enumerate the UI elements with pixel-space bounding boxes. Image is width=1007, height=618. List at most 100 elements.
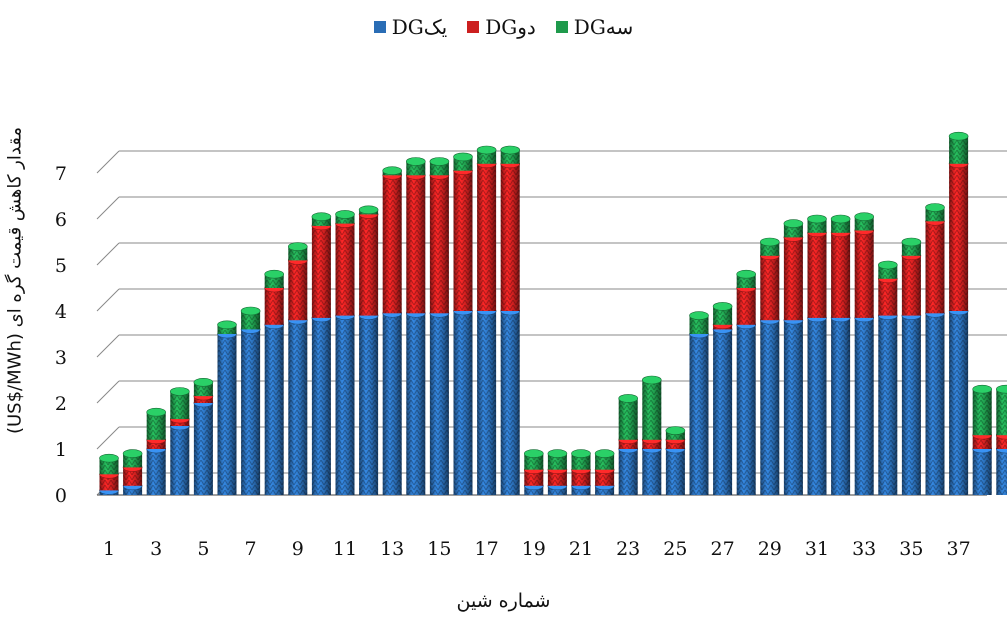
bar-cap <box>594 449 615 458</box>
x-tick-label: 23 <box>616 538 640 560</box>
bar-cap <box>240 306 261 316</box>
bar-cap <box>99 453 119 463</box>
legend-swatch <box>373 21 386 33</box>
bar-texture <box>547 485 567 495</box>
bar-cap <box>689 311 709 320</box>
x-tick-label: 29 <box>758 538 782 560</box>
bar-texture <box>642 380 662 440</box>
x-tick-label: 9 <box>292 538 304 560</box>
bar-texture <box>713 329 733 495</box>
bar-texture <box>547 453 567 470</box>
bar-texture <box>972 389 992 436</box>
bar-texture <box>925 313 945 495</box>
bar-texture <box>241 329 261 495</box>
bar-texture <box>949 311 969 495</box>
bar-texture <box>382 175 402 314</box>
bar-cap <box>453 152 473 162</box>
x-tick-label: 31 <box>805 538 829 560</box>
gridline-side <box>96 150 120 174</box>
bar-texture <box>99 458 119 475</box>
bar-texture <box>500 311 520 495</box>
legend-label: سهDG <box>573 15 634 39</box>
bar-texture <box>571 485 591 495</box>
bar-texture <box>949 136 969 164</box>
bar-texture <box>618 398 638 440</box>
bar-texture <box>217 334 237 495</box>
gridline-side <box>96 426 120 450</box>
bar-texture <box>854 230 874 318</box>
y-tick-label: 6 <box>55 209 67 231</box>
bar-texture <box>595 469 615 486</box>
bar-cap <box>854 212 875 221</box>
bar-texture <box>901 255 921 316</box>
bar-cap <box>217 320 237 330</box>
x-axis-label: شماره شین <box>456 590 551 612</box>
bar-texture <box>453 311 473 495</box>
bar-texture <box>689 315 709 334</box>
bar-texture <box>288 260 308 321</box>
bar-cap <box>382 166 403 175</box>
x-tick-label: 11 <box>333 538 357 560</box>
bar-texture <box>831 317 851 495</box>
bar-texture <box>406 313 426 495</box>
bar-texture <box>311 216 331 226</box>
bar-texture <box>642 449 662 495</box>
bar-texture <box>807 232 827 318</box>
x-tick-label: 1 <box>103 538 115 560</box>
x-tick-label: 33 <box>852 538 876 560</box>
bar-texture <box>406 175 426 314</box>
gridline-side <box>96 242 120 266</box>
bar-texture <box>783 237 803 321</box>
bar-texture <box>878 315 898 495</box>
x-tick-label: 37 <box>947 538 971 560</box>
y-axis-label: مقدار کاهش قیمت گره ای (US$/MWh) <box>4 126 26 435</box>
bar-texture <box>713 306 733 325</box>
bar-cap <box>405 157 426 166</box>
legend-swatch <box>555 21 568 33</box>
x-tick-label: 35 <box>899 538 923 560</box>
bar-cap <box>948 131 969 141</box>
bar-texture <box>760 255 780 321</box>
bar-texture <box>170 391 190 420</box>
bar-cap <box>287 242 308 251</box>
bar-cap <box>571 449 591 458</box>
gridline-side <box>96 334 120 358</box>
bar-texture <box>878 278 898 316</box>
bar-texture <box>264 324 284 495</box>
bar-cap <box>972 384 993 394</box>
bar-texture <box>854 317 874 495</box>
bar-texture <box>595 453 615 470</box>
bar-texture <box>170 426 190 495</box>
bar-cap <box>712 302 733 311</box>
bar-texture <box>146 439 166 449</box>
x-tick-label: 19 <box>522 538 546 560</box>
bar-cap <box>783 219 804 228</box>
bar-cap <box>665 426 686 435</box>
y-tick-label: 0 <box>55 485 67 507</box>
x-tick-label: 17 <box>475 538 499 560</box>
bar-texture <box>831 232 851 318</box>
bar-texture <box>949 163 969 311</box>
bar-texture <box>783 320 803 495</box>
bar-texture <box>901 315 921 495</box>
bar-texture <box>996 435 1007 449</box>
bar-texture <box>359 214 379 316</box>
bar-texture <box>99 474 119 491</box>
bar-texture <box>547 469 567 486</box>
bar-texture <box>123 485 143 495</box>
bar-texture <box>217 324 237 334</box>
bar-cap <box>807 214 827 224</box>
x-tick-label: 7 <box>245 538 257 560</box>
bar-cap <box>925 203 945 212</box>
bar-cap <box>429 157 450 166</box>
bar-texture <box>524 485 544 495</box>
bar-texture <box>571 469 591 486</box>
bar-texture <box>335 315 355 495</box>
bar-cap <box>476 145 497 155</box>
bar-texture <box>146 412 166 440</box>
bar-cap <box>641 375 662 385</box>
bar-texture <box>524 453 544 470</box>
gridline-side <box>96 380 120 404</box>
bar-texture <box>241 311 261 330</box>
